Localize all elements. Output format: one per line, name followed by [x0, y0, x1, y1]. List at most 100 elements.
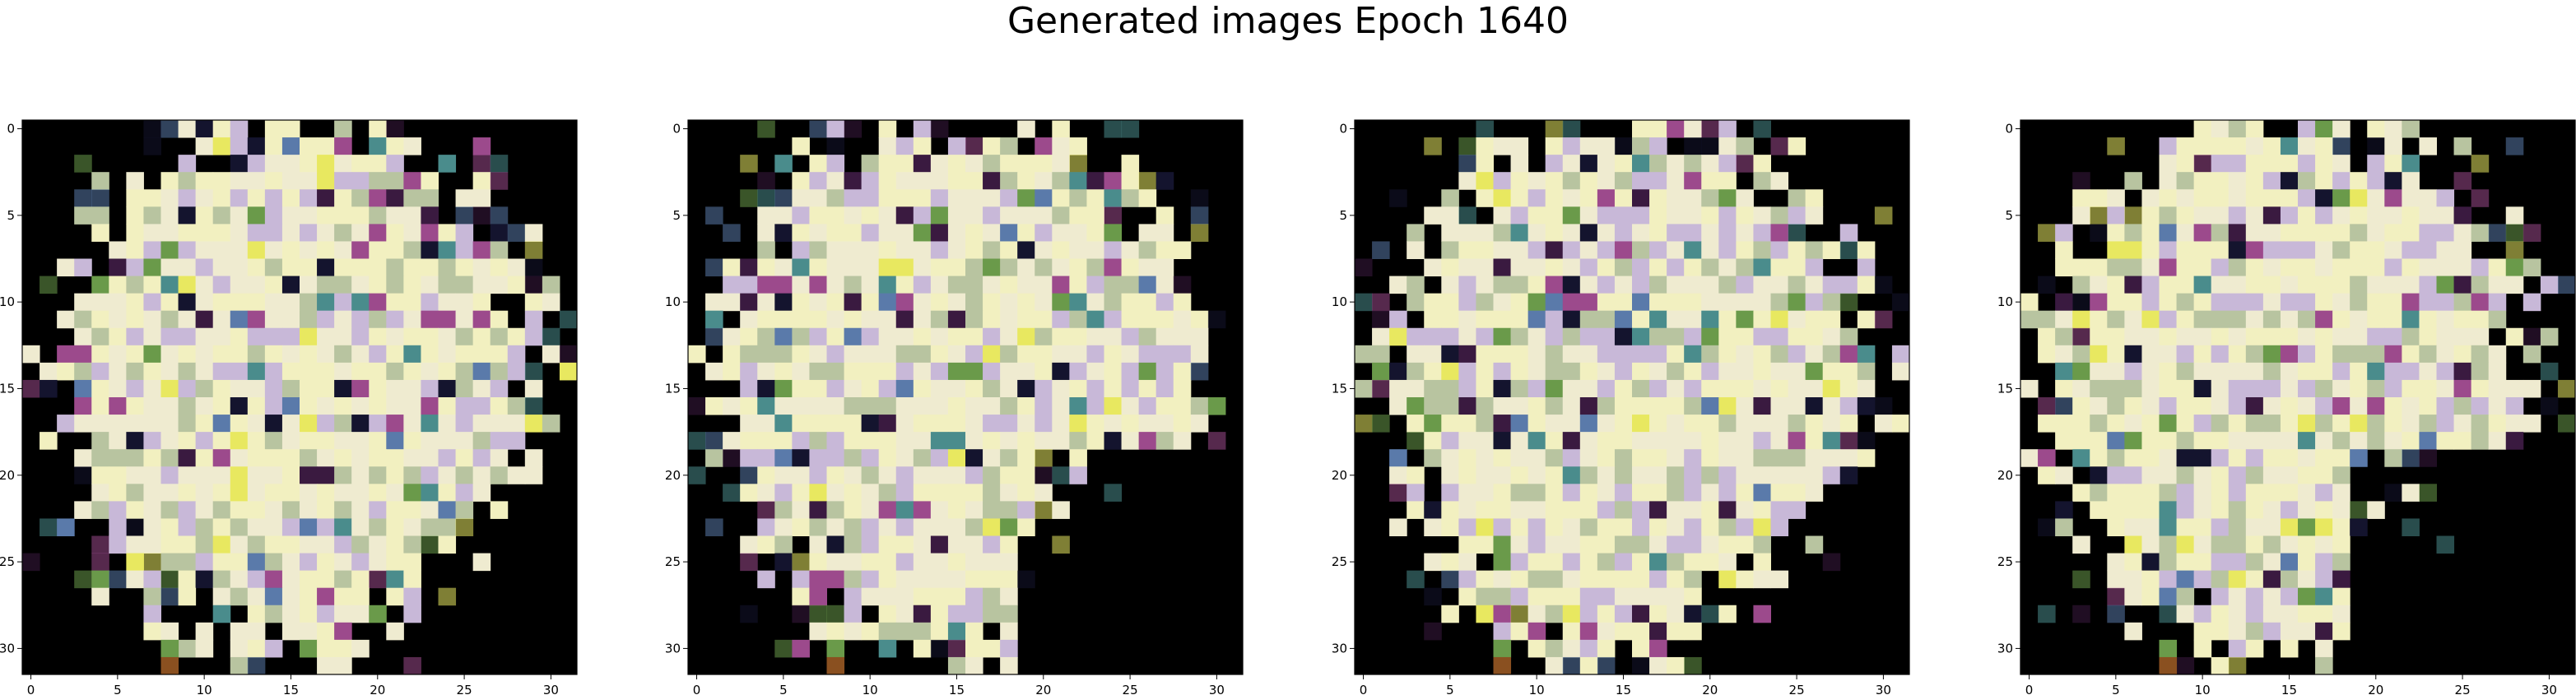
pixel — [1701, 397, 1719, 415]
x-tick-label: 30 — [1209, 683, 1225, 695]
pixel — [351, 554, 370, 572]
pixel — [456, 380, 474, 398]
pixel — [403, 518, 421, 536]
pixel — [1632, 259, 1650, 277]
pixel — [2350, 432, 2368, 450]
pixel — [179, 155, 197, 173]
pixel — [1476, 276, 1494, 294]
pixel — [1139, 276, 1157, 294]
pixel — [896, 623, 914, 641]
pixel — [2315, 484, 2333, 502]
pixel — [1528, 345, 1546, 364]
pixel — [143, 554, 161, 572]
pixel — [896, 466, 914, 484]
pixel — [1597, 640, 1616, 658]
pixel — [282, 501, 300, 519]
pixel — [1718, 259, 1737, 277]
pixel — [1858, 380, 1876, 398]
pixel — [282, 518, 300, 536]
pixel — [109, 501, 127, 519]
pixel — [2281, 224, 2299, 242]
pixel — [931, 120, 949, 138]
pixel — [2506, 276, 2524, 294]
pixel — [844, 241, 863, 259]
pixel — [1788, 345, 1806, 364]
pixel — [1000, 536, 1018, 554]
pixel — [1035, 380, 1053, 398]
pixel — [705, 432, 723, 450]
pixel — [351, 605, 370, 623]
pixel — [948, 397, 966, 415]
pixel — [1546, 241, 1564, 259]
pixel — [948, 466, 966, 484]
pixel — [1684, 605, 1702, 623]
pixel — [439, 432, 457, 450]
pixel — [1000, 432, 1018, 450]
pixel — [1632, 518, 1650, 536]
pixel — [2177, 588, 2195, 606]
pixel — [1580, 536, 1598, 554]
pixel — [914, 120, 932, 138]
pixel — [2055, 501, 2073, 519]
pixel — [1788, 311, 1806, 329]
pixel — [1701, 518, 1719, 536]
pixel — [2419, 415, 2437, 433]
pixel — [248, 501, 266, 519]
pixel — [2194, 605, 2212, 623]
pixel — [2246, 120, 2264, 138]
pixel — [2332, 432, 2350, 450]
pixel — [126, 380, 144, 398]
pixel — [317, 276, 335, 294]
pixel — [1086, 328, 1104, 346]
pixel — [1649, 501, 1667, 519]
pixel — [2332, 415, 2350, 433]
pixel — [2246, 224, 2264, 242]
pixel — [914, 380, 932, 398]
pixel — [1632, 588, 1650, 606]
pixel — [300, 380, 318, 398]
pixel — [1823, 241, 1841, 259]
pixel — [57, 415, 75, 433]
pixel — [1122, 328, 1140, 346]
pixel — [757, 363, 775, 381]
pixel — [2419, 224, 2437, 242]
pixel — [91, 311, 109, 329]
pixel — [317, 432, 335, 450]
pixel — [1174, 415, 1192, 433]
pixel — [1069, 432, 1087, 450]
pixel — [2419, 397, 2437, 415]
pixel — [914, 328, 932, 346]
pixel — [491, 276, 509, 294]
pixel — [2124, 588, 2142, 606]
pixel — [542, 294, 560, 312]
pixel — [931, 155, 949, 173]
pixel — [456, 432, 474, 450]
pixel — [1840, 397, 1858, 415]
pixel — [2107, 415, 2125, 433]
pixel — [1736, 363, 1754, 381]
pixel — [1563, 311, 1581, 329]
pixel — [1476, 571, 1494, 589]
x-tick-label: 30 — [2541, 683, 2557, 695]
pixel — [1458, 518, 1476, 536]
pixel — [1771, 518, 1789, 536]
pixel — [688, 397, 706, 415]
pixel — [91, 432, 109, 450]
pixel — [862, 311, 880, 329]
pixel — [862, 363, 880, 381]
pixel — [1667, 466, 1685, 484]
pixel — [2107, 294, 2125, 312]
pixel — [1632, 276, 1650, 294]
pixel — [525, 311, 543, 329]
pixel — [757, 415, 775, 433]
pixel — [109, 380, 127, 398]
subplot-1: 0 5 10 15 20 25 30051015202530 — [0, 120, 578, 695]
pixel — [1718, 484, 1737, 502]
pixel — [2038, 415, 2056, 433]
pixel — [2124, 328, 2142, 346]
pixel — [1528, 206, 1546, 225]
pixel — [2107, 571, 2125, 589]
pixel — [2332, 137, 2350, 155]
pixel — [2263, 345, 2281, 364]
pixel — [2160, 311, 2178, 329]
